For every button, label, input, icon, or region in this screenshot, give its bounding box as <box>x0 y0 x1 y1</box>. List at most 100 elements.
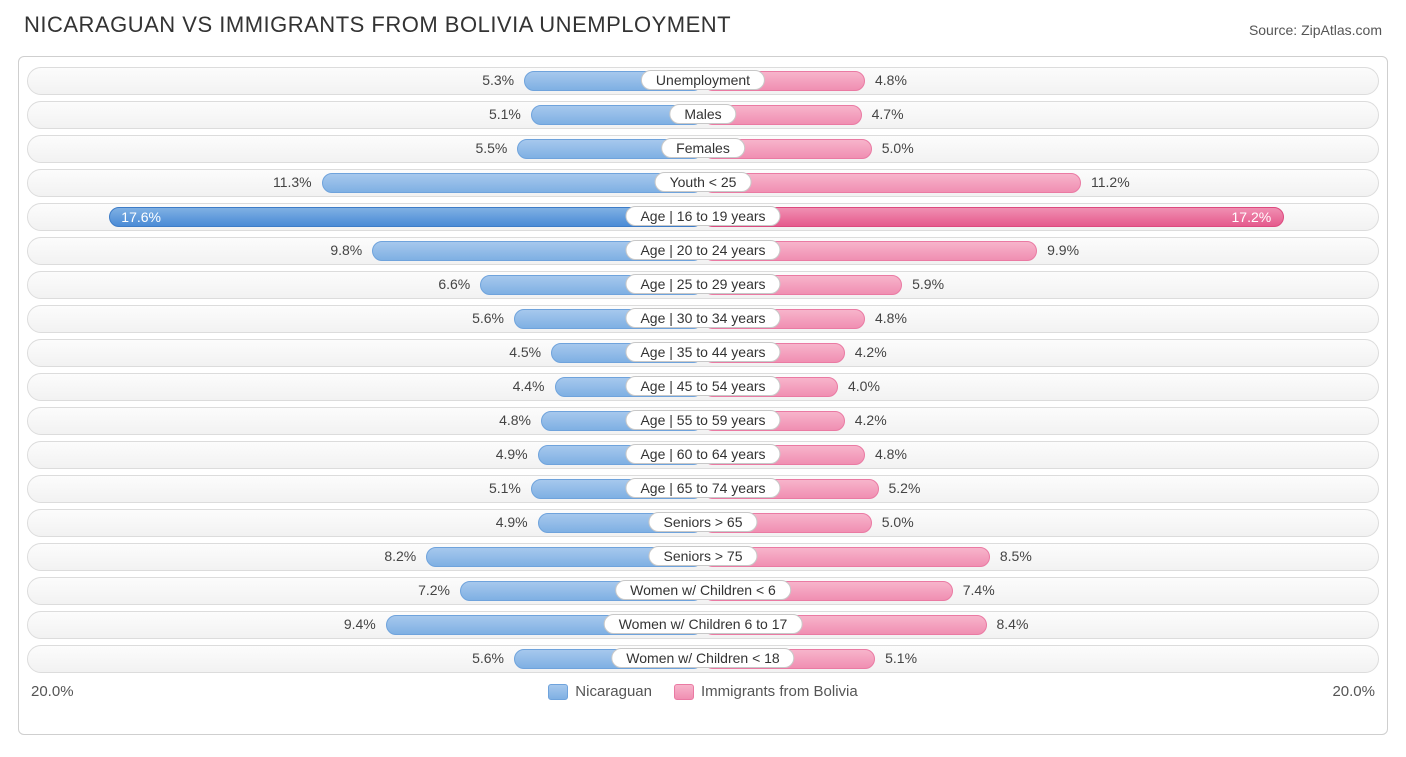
value-label-right: 8.5% <box>1000 548 1032 564</box>
row-left-half: 8.2% <box>28 544 703 570</box>
value-label-left: 9.4% <box>344 616 376 632</box>
value-label-left: 6.6% <box>438 276 470 292</box>
row-left-half: 7.2% <box>28 578 703 604</box>
row-left-half: 5.5% <box>28 136 703 162</box>
row-left-half: 4.5% <box>28 340 703 366</box>
value-label-left: 5.1% <box>489 480 521 496</box>
category-label: Age | 20 to 24 years <box>625 240 780 260</box>
chart-row: 4.5% 4.2% Age | 35 to 44 years <box>27 339 1379 367</box>
value-label-left: 5.3% <box>482 72 514 88</box>
chart-row: 17.6% 17.2% Age | 16 to 19 years <box>27 203 1379 231</box>
chart-header: NICARAGUAN VS IMMIGRANTS FROM BOLIVIA UN… <box>18 12 1388 38</box>
chart-row: 8.2%8.5%Seniors > 75 <box>27 543 1379 571</box>
legend-swatch-pink <box>674 684 694 700</box>
value-label-right: 4.8% <box>875 310 907 326</box>
axis-left-label: 20.0% <box>31 683 74 700</box>
category-label: Age | 65 to 74 years <box>625 478 780 498</box>
legend-swatch-blue <box>548 684 568 700</box>
value-label-right: 4.8% <box>875 446 907 462</box>
row-right-half: 11.2% <box>703 170 1378 196</box>
chart-row: 5.5%5.0%Females <box>27 135 1379 163</box>
category-label: Unemployment <box>641 70 765 90</box>
row-left-half: 9.8% <box>28 238 703 264</box>
category-label: Males <box>669 104 736 124</box>
category-label: Age | 16 to 19 years <box>625 206 780 226</box>
category-label: Youth < 25 <box>655 172 752 192</box>
value-label-right: 9.9% <box>1047 242 1079 258</box>
row-right-half: 4.8% <box>703 442 1378 468</box>
chart-row: 5.3% 4.8% Unemployment <box>27 67 1379 95</box>
value-label-left: 5.6% <box>472 310 504 326</box>
chart-row: 4.9%4.8%Age | 60 to 64 years <box>27 441 1379 469</box>
row-left-half: 5.6% <box>28 646 703 672</box>
value-label-right: 5.2% <box>889 480 921 496</box>
value-label-left: 17.6% <box>121 209 161 225</box>
row-left-half: 4.8% <box>28 408 703 434</box>
row-right-half: 4.7% <box>703 102 1378 128</box>
value-label-left: 4.9% <box>496 514 528 530</box>
row-left-half: 11.3% <box>28 170 703 196</box>
row-left-half: 17.6% <box>28 204 703 230</box>
axis-row: 20.0% Nicaraguan Immigrants from Bolivia… <box>27 683 1379 700</box>
chart-row: 11.3% 11.2% Youth < 25 <box>27 169 1379 197</box>
row-left-half: 6.6% <box>28 272 703 298</box>
row-right-half: 4.2% <box>703 408 1378 434</box>
row-right-half: 7.4% <box>703 578 1378 604</box>
value-label-left: 4.8% <box>499 412 531 428</box>
category-label: Age | 45 to 54 years <box>625 376 780 396</box>
row-right-half: 4.8% <box>703 68 1378 94</box>
row-right-half: 4.8% <box>703 306 1378 332</box>
value-label-right: 5.1% <box>885 650 917 666</box>
value-label-left: 5.1% <box>489 106 521 122</box>
value-label-left: 11.3% <box>273 174 312 190</box>
category-label: Age | 30 to 34 years <box>625 308 780 328</box>
row-right-half: 9.9% <box>703 238 1378 264</box>
chart-row: 5.6% 5.1% Women w/ Children < 18 <box>27 645 1379 673</box>
chart-row: 5.1% 4.7% Males <box>27 101 1379 129</box>
chart-row: 4.4% 4.0% Age | 45 to 54 years <box>27 373 1379 401</box>
legend-label-left: Nicaraguan <box>575 683 652 700</box>
row-right-half: 8.5% <box>703 544 1378 570</box>
value-label-right: 7.4% <box>963 582 995 598</box>
category-label: Women w/ Children 6 to 17 <box>604 614 803 634</box>
category-label: Seniors > 65 <box>649 512 758 532</box>
row-right-half: 5.2% <box>703 476 1378 502</box>
chart-row: 4.9% 5.0% Seniors > 65 <box>27 509 1379 537</box>
value-label-right: 4.0% <box>848 378 880 394</box>
value-label-left: 7.2% <box>418 582 450 598</box>
row-right-half: 5.0% <box>703 136 1378 162</box>
bar-right <box>703 207 1284 227</box>
value-label-right: 4.2% <box>855 412 887 428</box>
value-label-right: 4.2% <box>855 344 887 360</box>
value-label-right: 11.2% <box>1091 174 1130 190</box>
legend-item-right: Immigrants from Bolivia <box>674 683 858 700</box>
axis-right-label: 20.0% <box>1332 683 1375 700</box>
legend-label-right: Immigrants from Bolivia <box>701 683 858 700</box>
value-label-left: 8.2% <box>384 548 416 564</box>
value-label-right: 5.0% <box>882 514 914 530</box>
row-left-half: 5.1% <box>28 102 703 128</box>
category-label: Women w/ Children < 18 <box>611 648 794 668</box>
rows-container: 5.3% 4.8% Unemployment 5.1% 4.7% Males 5.5% 5.0… <box>27 67 1379 673</box>
row-left-half: 5.1% <box>28 476 703 502</box>
chart-row: 5.1% 5.2% Age | 65 to 74 years <box>27 475 1379 503</box>
value-label-left: 4.9% <box>496 446 528 462</box>
bar-left <box>109 207 703 227</box>
value-label-right: 5.0% <box>882 140 914 156</box>
value-label-left: 5.6% <box>472 650 504 666</box>
chart-row: 9.4% 8.4% Women w/ Children 6 to 17 <box>27 611 1379 639</box>
value-label-right: 4.7% <box>872 106 904 122</box>
row-right-half: 4.2% <box>703 340 1378 366</box>
row-right-half: 8.4% <box>703 612 1378 638</box>
value-label-right: 17.2% <box>1232 209 1272 225</box>
legend: Nicaraguan Immigrants from Bolivia <box>548 683 857 700</box>
value-label-right: 8.4% <box>997 616 1029 632</box>
chart-row: 7.2%7.4%Women w/ Children < 6 <box>27 577 1379 605</box>
chart-area: 5.3% 4.8% Unemployment 5.1% 4.7% Males 5.5% 5.0… <box>18 56 1388 735</box>
value-label-right: 4.8% <box>875 72 907 88</box>
value-label-left: 4.4% <box>513 378 545 394</box>
row-left-half: 9.4% <box>28 612 703 638</box>
source-name: ZipAtlas.com <box>1301 22 1382 38</box>
legend-item-left: Nicaraguan <box>548 683 652 700</box>
category-label: Age | 35 to 44 years <box>625 342 780 362</box>
